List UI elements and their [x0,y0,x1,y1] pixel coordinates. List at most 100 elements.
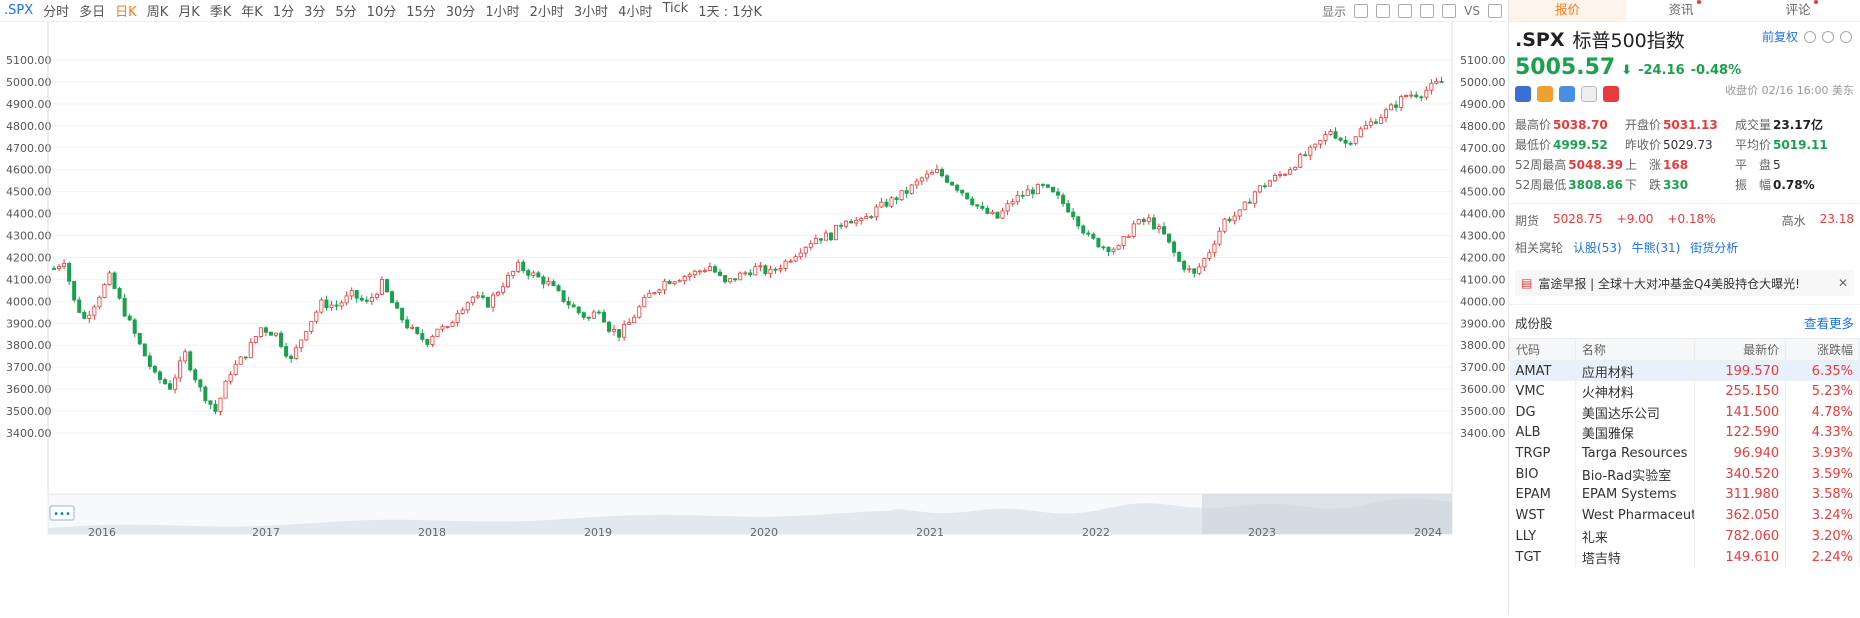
news-banner[interactable]: ▤ 富途早报 | 全球十大对冲基金Q4美股持仓大曝光! ✕ [1515,270,1854,296]
close-icon[interactable]: ✕ [1837,276,1848,290]
period-16[interactable]: 4小时 [618,5,653,20]
tag-icon[interactable] [1559,86,1575,102]
candle-body [1434,81,1439,84]
notification-dot [1696,0,1701,4]
candlestick-chart[interactable]: 5100.00 5100.00 5000.00 5000.00 4900.00 4900.… [0,22,1506,615]
table-row[interactable]: DG 美国达乐公司 141.500 4.78% [1509,401,1860,423]
y-tick-label-right: 4800.00 [1460,120,1506,133]
adjust-button[interactable]: 前复权 [1761,30,1798,44]
period-9[interactable]: 5分 [335,5,357,20]
table-row[interactable]: EPAM EPAM Systems 311.980 3.58% [1509,484,1860,506]
candle-body [546,281,551,285]
cell-pct: 3.58% [1785,484,1860,506]
candle-body [400,307,405,321]
period-14[interactable]: 2小时 [529,5,564,20]
tab-news[interactable]: 资讯 [1626,0,1743,21]
see-more-link[interactable]: 查看更多 [1803,316,1854,331]
col-name[interactable]: 名称 [1574,338,1696,361]
zoom-in-icon[interactable] [1840,30,1852,43]
navigator-area [48,498,1452,534]
period-2[interactable]: 日K [115,5,137,20]
cell-code: VMC [1509,381,1576,402]
period-15[interactable]: 3小时 [573,5,609,20]
period-0[interactable]: 分时 [43,5,70,20]
zoom-out-icon[interactable] [1822,30,1834,43]
table-row[interactable]: ALB 美国雅保 122.590 4.33% [1509,422,1860,444]
period-18[interactable]: 1天 : 1分K [698,5,762,20]
link-warrants[interactable]: 认股(53) [1573,241,1622,255]
camera-icon[interactable] [1398,4,1413,18]
period-3[interactable]: 周K [146,5,169,20]
undo-icon[interactable] [1804,30,1816,43]
candle-body [793,256,798,262]
period-7[interactable]: 1分 [272,5,295,20]
compare-button[interactable]: VS [1464,4,1480,18]
candle-body [1010,201,1015,205]
cell-code: WST [1509,505,1576,526]
link-street[interactable]: 街货分析 [1690,241,1739,255]
draw-icon[interactable] [1420,4,1435,18]
candle-body [1076,216,1081,227]
navigator-year: 2020 [750,526,778,539]
period-5[interactable]: 季K [209,5,232,20]
period-1[interactable]: 多日 [79,5,106,20]
sidebar-toggle-icon[interactable] [1488,4,1502,18]
candle-body [137,332,142,345]
candle-body [1368,121,1373,126]
candle-body [879,201,884,208]
candle-body [1348,142,1353,145]
settings-icon[interactable] [1354,4,1369,18]
water-label: 高水 [1781,214,1806,228]
period-12[interactable]: 30分 [445,5,476,20]
candle-body [914,180,919,186]
period-17[interactable]: Tick [662,1,689,16]
display-menu[interactable]: 显示 [1322,4,1347,19]
candle-body [1207,252,1212,259]
tab-comments[interactable]: 评论 [1743,0,1860,21]
table-row[interactable]: TGT 塔吉特 149.610 2.24% [1509,546,1860,568]
candle-body [571,304,576,308]
candle-body [1126,235,1131,238]
candle-body [712,266,717,273]
candle-body [511,270,516,276]
candle-body [1025,189,1030,196]
period-4[interactable]: 月K [178,5,200,20]
candle-body [743,272,748,275]
table-row[interactable]: LLY 礼来 782.060 3.20% [1509,526,1860,547]
candle-body [778,268,783,271]
tab-quote[interactable]: 报价 [1509,0,1626,21]
period-8[interactable]: 3分 [304,5,326,20]
candle-body [1247,201,1252,204]
link-cbbc[interactable]: 牛熊(31) [1631,241,1681,255]
stat-6: 52周最高 5048.39 [1515,158,1623,172]
stat-10: 下 跌 330 [1625,178,1689,192]
period-13[interactable]: 1小时 [485,5,520,20]
heart-icon[interactable] [1603,86,1619,102]
table-row[interactable]: BIO Bio-Rad实验室 340.520 3.59% [1509,463,1860,485]
layout-icon[interactable] [1376,4,1391,18]
bookmark-icon[interactable] [1581,86,1597,102]
cell-name: West Pharmaceutical [1575,505,1696,526]
col-code[interactable]: 代码 [1509,338,1576,361]
candle-body [1217,230,1222,245]
period-6[interactable]: 年K [241,5,263,20]
period-10[interactable]: 10分 [366,5,397,20]
candle-body [162,379,167,385]
symbol-label[interactable]: .SPX [4,3,34,18]
candle-body [975,204,980,207]
table-row[interactable]: TRGP Targa Resources 96.940 3.93% [1509,443,1860,464]
lightning-icon[interactable] [1537,86,1553,102]
period-11[interactable]: 15分 [406,5,436,20]
y-tick-label-right: 3900.00 [1460,317,1506,330]
table-row[interactable]: AMAT 应用材料 199.570 6.35% [1509,360,1860,382]
col-pct[interactable]: 涨跌幅 [1785,338,1860,361]
table-row[interactable]: VMC 火神材料 255.150 5.23% [1509,381,1860,402]
col-price[interactable]: 最新价 [1694,338,1787,361]
fullscreen-icon[interactable] [1442,4,1457,18]
candle-body [1272,175,1277,182]
candle-body [364,299,369,302]
cell-price: 141.500 [1694,401,1787,423]
navigator-year: 2022 [1082,526,1110,539]
candle-body [1101,246,1106,249]
